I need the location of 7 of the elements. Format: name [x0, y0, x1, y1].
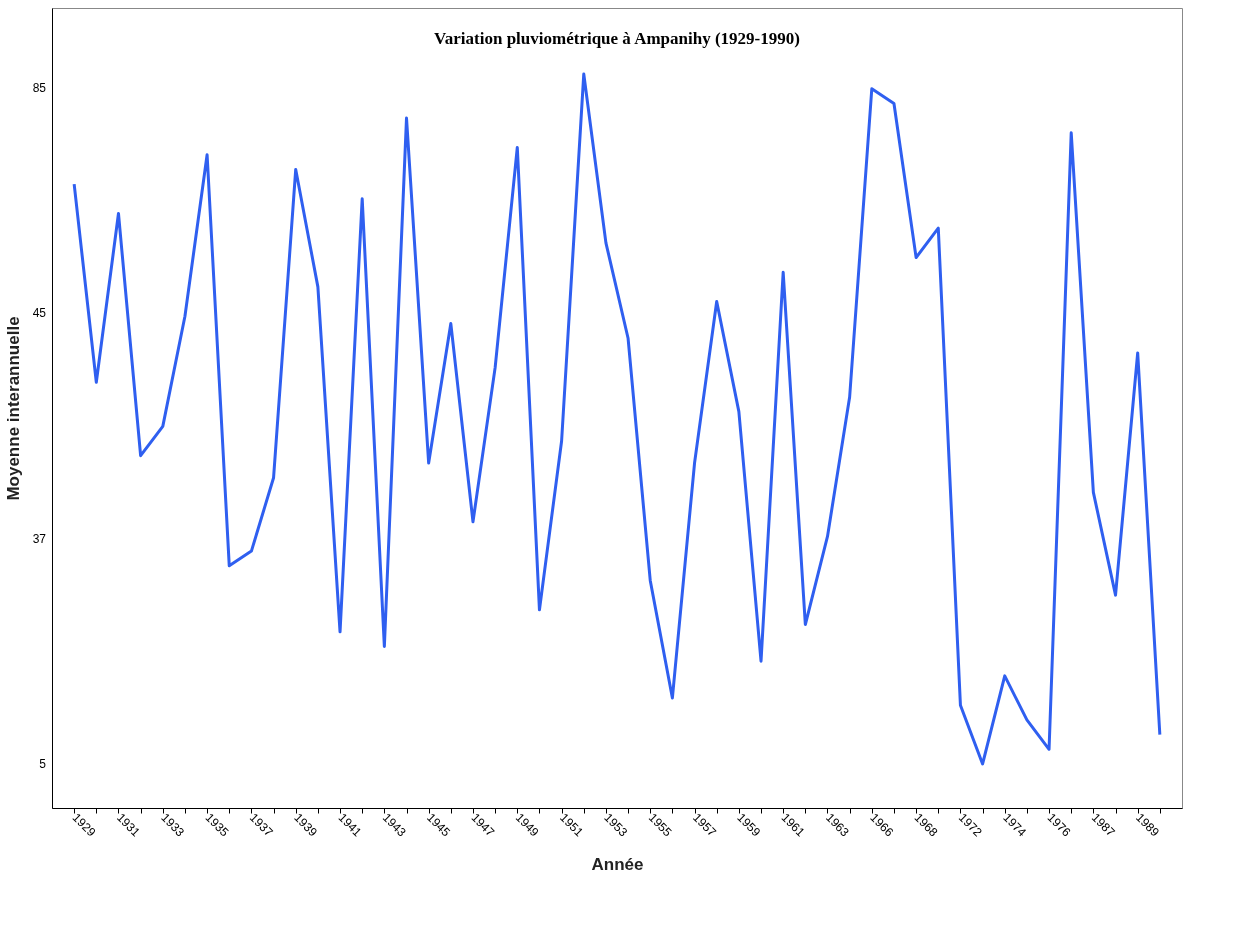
text: 37 — [32, 531, 47, 546]
chart-title: Variation pluviométrique à Ampanihy (1929-1990) — [434, 29, 800, 48]
y-axis-title: Moyenne interannuelle — [3, 316, 23, 501]
x-axis-title: Année — [591, 854, 644, 874]
text: 5 — [39, 756, 47, 771]
text: 45 — [32, 306, 47, 321]
text: 85 — [32, 81, 47, 95]
